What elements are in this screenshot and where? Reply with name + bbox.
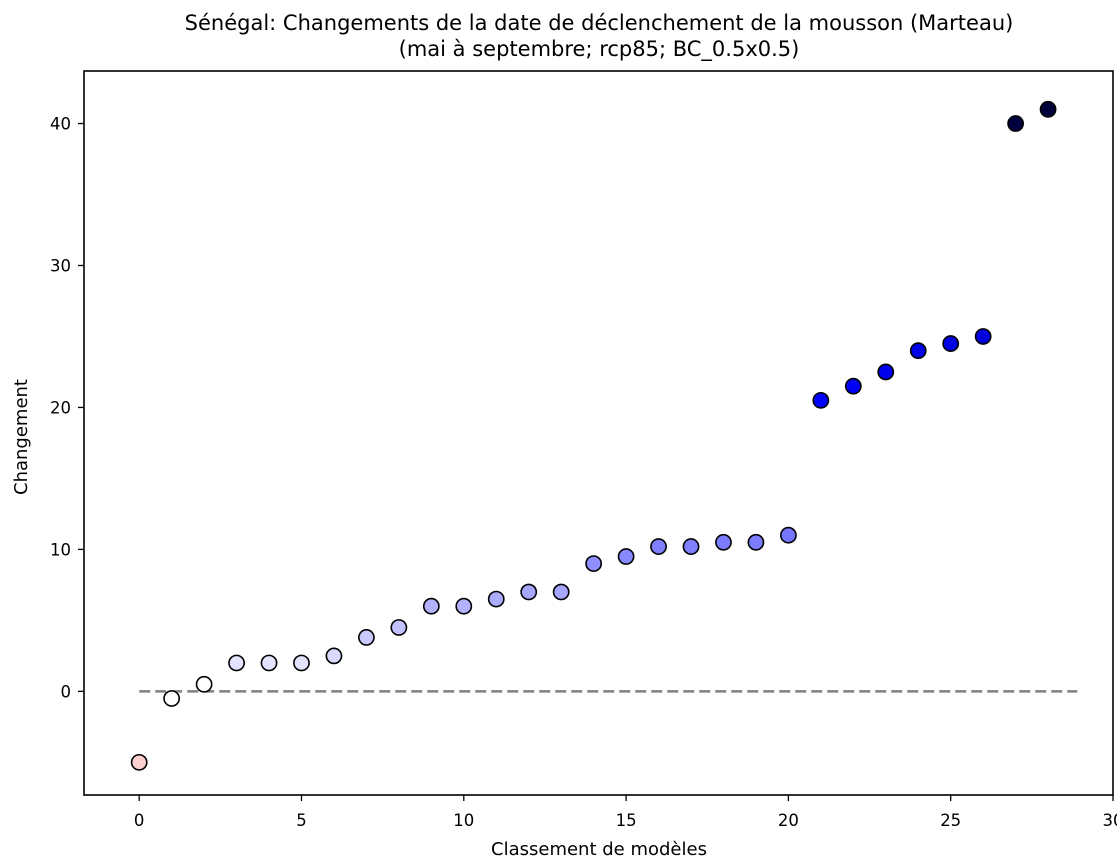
x-axis-label: Classement de modèles xyxy=(491,839,707,860)
data-points xyxy=(130,100,1057,771)
data-point xyxy=(877,363,895,381)
chart-title: Sénégal: Changements de la date de décle… xyxy=(185,11,1014,35)
data-point xyxy=(974,328,992,345)
y-axis-ticks: 0 10 20 30 40 xyxy=(50,115,84,701)
data-point xyxy=(909,342,927,360)
x-tick-label: 20 xyxy=(778,811,799,830)
x-tick-label: 5 xyxy=(296,811,307,830)
data-point xyxy=(422,597,440,615)
data-point xyxy=(585,555,603,573)
data-point xyxy=(1039,100,1057,118)
x-tick-label: 0 xyxy=(134,811,145,830)
data-point xyxy=(130,753,148,771)
data-point xyxy=(650,538,667,555)
data-point xyxy=(195,675,213,693)
data-point xyxy=(228,654,245,672)
data-point xyxy=(812,391,830,409)
plot-area xyxy=(83,70,1114,796)
data-point xyxy=(779,526,797,544)
y-tick-label: 30 xyxy=(50,256,71,275)
y-tick-label: 20 xyxy=(50,398,71,417)
data-point xyxy=(617,548,635,565)
data-point xyxy=(293,654,310,672)
data-point xyxy=(552,583,570,601)
x-tick-label: 10 xyxy=(453,811,474,830)
data-point xyxy=(163,690,181,707)
data-point xyxy=(487,590,505,608)
x-tick-label: 25 xyxy=(940,811,961,830)
axes-frame xyxy=(83,70,1114,796)
chart-subtitle: (mai à septembre; rcp85; BC_0.5x0.5) xyxy=(399,37,800,62)
data-point xyxy=(358,629,375,646)
data-point xyxy=(844,377,862,395)
data-point xyxy=(1007,115,1025,132)
y-tick-label: 40 xyxy=(50,115,71,134)
data-point xyxy=(682,538,700,555)
data-point xyxy=(520,583,538,601)
y-axis-label: Changement xyxy=(11,379,32,495)
data-point xyxy=(325,647,343,665)
x-axis-ticks: 0 5 10 15 20 25 30 xyxy=(134,795,1117,830)
y-tick-label: 10 xyxy=(50,540,71,559)
data-point xyxy=(942,335,960,352)
x-tick-label: 30 xyxy=(1103,811,1117,830)
x-tick-label: 15 xyxy=(616,811,637,830)
data-point xyxy=(390,619,408,636)
data-point xyxy=(747,533,765,551)
y-tick-label: 0 xyxy=(61,682,72,701)
data-point xyxy=(260,654,278,672)
data-point xyxy=(455,597,473,615)
data-point xyxy=(715,533,732,551)
